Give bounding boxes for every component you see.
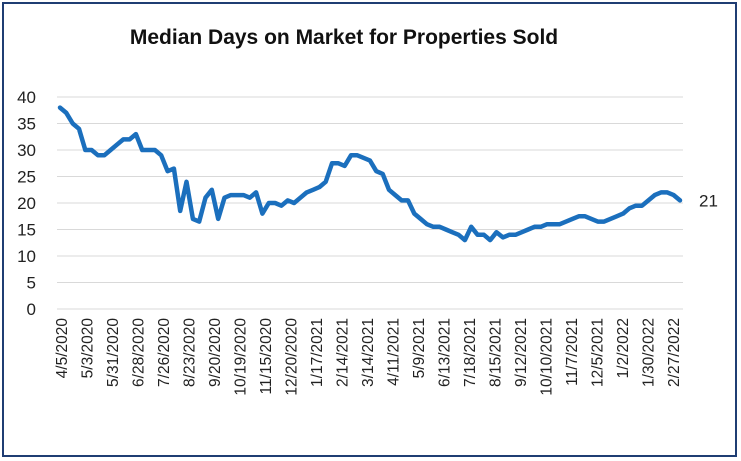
chart-title: Median Days on Market for Properties Sol… (129, 26, 559, 49)
x-axis: 4/5/2020 5/3/2020 5/31/2020 6/28/2020 7/26/2… (54, 318, 683, 396)
x-tick-label: 1/30/2022 (641, 318, 658, 387)
x-tick-label: 12/20/2020 (284, 318, 301, 396)
series-line (57, 105, 683, 243)
y-tick-label: 40 (17, 88, 36, 107)
x-tick-label: 10/10/2021 (539, 318, 556, 396)
y-tick-label: 20 (17, 194, 36, 213)
y-tick-label: 25 (17, 168, 36, 187)
x-tick-label: 1/17/2021 (309, 318, 326, 387)
y-tick-label: 15 (17, 221, 36, 240)
x-tick-label: 5/9/2021 (411, 318, 428, 378)
x-tick-label: 8/23/2020 (182, 318, 199, 387)
y-axis: 0 5 10 15 20 25 30 35 40 (17, 88, 36, 319)
x-tick-label: 3/14/2021 (360, 318, 377, 387)
x-tick-label: 7/26/2020 (156, 318, 173, 387)
x-tick-label: 4/5/2020 (54, 318, 71, 379)
x-tick-label: 11/7/2021 (564, 318, 581, 386)
x-tick-label: 5/3/2020 (80, 318, 97, 379)
x-tick-label: 6/28/2020 (131, 318, 148, 387)
x-tick-label: 4/11/2021 (386, 318, 403, 386)
y-tick-label: 30 (17, 141, 36, 160)
x-tick-label: 7/18/2021 (462, 318, 479, 387)
series-layer (57, 105, 683, 243)
x-tick-label: 2/27/2022 (666, 318, 683, 387)
x-tick-label: 1/2/2022 (615, 318, 632, 378)
grid-lines (57, 96, 683, 310)
y-tick-label: 0 (27, 300, 36, 319)
y-tick-label: 5 (27, 274, 36, 293)
end-label-layer: 21 (699, 191, 718, 210)
x-tick-label: 11/15/2020 (258, 318, 275, 395)
y-tick-label: 10 (17, 247, 36, 266)
x-tick-label: 9/12/2021 (513, 318, 530, 387)
end-value-label: 21 (699, 191, 718, 210)
x-tick-label: 5/31/2020 (105, 318, 122, 387)
x-tick-label: 12/5/2021 (590, 318, 607, 387)
x-tick-label: 9/20/2020 (207, 318, 224, 387)
x-tick-label: 2/14/2021 (335, 318, 352, 387)
x-tick-label: 10/19/2020 (233, 318, 250, 396)
x-tick-label: 8/15/2021 (488, 318, 505, 387)
x-tick-label: 6/13/2021 (437, 318, 454, 387)
y-tick-label: 35 (17, 115, 36, 134)
